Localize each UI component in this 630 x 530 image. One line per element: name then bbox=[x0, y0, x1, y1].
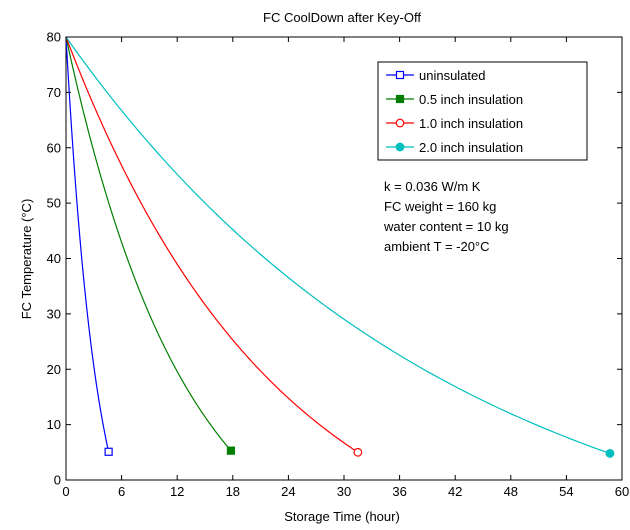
x-tick-label: 36 bbox=[392, 484, 406, 499]
y-tick-label: 50 bbox=[47, 196, 61, 211]
annotation-text: ambient T = -20°C bbox=[384, 239, 490, 254]
x-axis-label: Storage Time (hour) bbox=[284, 509, 400, 524]
series-line bbox=[65, 36, 359, 453]
series-4 bbox=[65, 36, 615, 458]
series-line bbox=[65, 36, 611, 454]
legend-box bbox=[377, 61, 588, 161]
y-axis: 0 10 20 30 40 50 60 70 80 bbox=[47, 30, 622, 488]
series-end-marker bbox=[104, 447, 113, 456]
y-tick-label: 0 bbox=[54, 473, 61, 488]
x-tick-label: 18 bbox=[226, 484, 240, 499]
y-tick-label: 70 bbox=[47, 85, 61, 100]
x-tick-label: 48 bbox=[504, 484, 518, 499]
legend-label: uninsulated bbox=[419, 68, 486, 83]
y-tick-label: 60 bbox=[47, 140, 61, 155]
series-layer bbox=[65, 36, 615, 458]
x-tick-label: 0 bbox=[62, 484, 69, 499]
y-tick-label: 80 bbox=[47, 30, 61, 45]
chart-title: FC CoolDown after Key-Off bbox=[263, 10, 421, 25]
legend-item: uninsulated bbox=[386, 68, 486, 83]
series-end-marker bbox=[605, 449, 615, 458]
legend-label: 1.0 inch insulation bbox=[419, 116, 523, 131]
x-tick-label: 60 bbox=[615, 484, 629, 499]
series-line bbox=[65, 36, 110, 452]
y-tick-label: 30 bbox=[47, 306, 61, 321]
legend: uninsulated 0.5 inch insulation 1.0 inch i… bbox=[377, 61, 588, 161]
series-end-marker bbox=[226, 446, 236, 455]
x-tick-label: 12 bbox=[170, 484, 184, 499]
y-tick-label: 40 bbox=[47, 251, 61, 266]
x-tick-label: 24 bbox=[281, 484, 295, 499]
legend-label: 0.5 inch insulation bbox=[419, 92, 523, 107]
series-3 bbox=[65, 36, 363, 457]
y-tick-label: 10 bbox=[47, 417, 61, 432]
y-tick-label: 20 bbox=[47, 362, 61, 377]
legend-marker bbox=[395, 118, 405, 128]
x-tick-label: 54 bbox=[559, 484, 573, 499]
legend-marker bbox=[395, 94, 405, 104]
legend-item: 1.0 inch insulation bbox=[386, 116, 523, 131]
x-axis: 0 6 12 18 24 30 36 42 48 54 60 bbox=[62, 37, 629, 499]
legend-marker bbox=[395, 142, 405, 152]
series-end-marker bbox=[353, 447, 363, 457]
series-2 bbox=[65, 36, 236, 455]
y-axis-label: FC Temperature (°C) bbox=[19, 199, 34, 320]
legend-label: 2.0 inch insulation bbox=[419, 140, 523, 155]
legend-marker bbox=[395, 70, 405, 80]
annotation-text: k = 0.036 W/m K bbox=[384, 179, 481, 194]
annotation-text: water content = 10 kg bbox=[383, 219, 509, 234]
annotation-block: k = 0.036 W/m K FC weight = 160 kg water c… bbox=[383, 179, 509, 254]
legend-item: 0.5 inch insulation bbox=[386, 92, 523, 107]
annotation-text: FC weight = 160 kg bbox=[384, 199, 496, 214]
x-tick-label: 42 bbox=[448, 484, 462, 499]
x-tick-label: 6 bbox=[118, 484, 125, 499]
series-1 bbox=[65, 36, 113, 456]
x-tick-label: 30 bbox=[337, 484, 351, 499]
legend-item: 2.0 inch insulation bbox=[386, 140, 523, 155]
series-line bbox=[65, 36, 232, 452]
